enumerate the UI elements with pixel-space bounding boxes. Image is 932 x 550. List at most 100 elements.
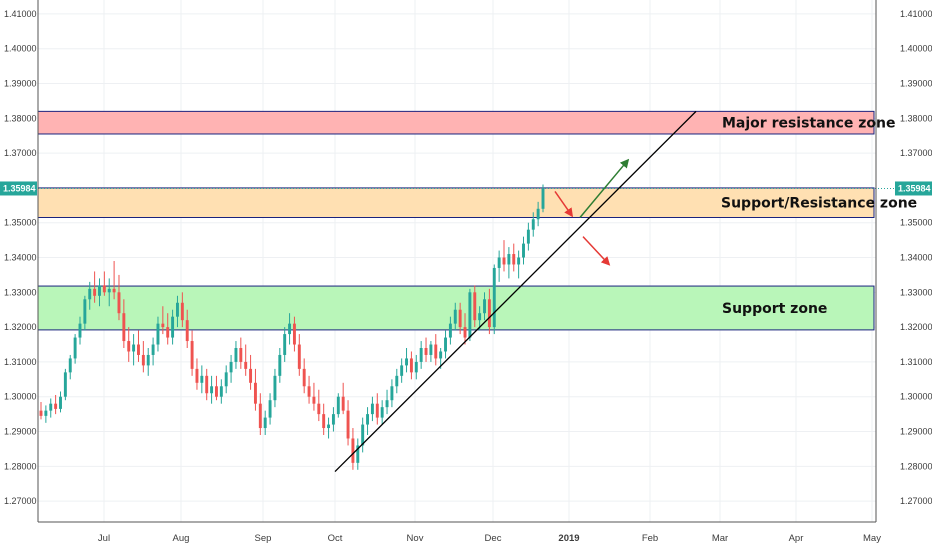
candle-body [214, 386, 218, 397]
candle-body [361, 424, 365, 446]
x-tick-label: Mar [712, 533, 728, 544]
candle-body [405, 358, 408, 366]
candle-body [229, 361, 233, 373]
candle-body [341, 396, 345, 411]
candle-body [107, 288, 111, 293]
candle-body [336, 396, 340, 415]
plot-area [38, 0, 876, 522]
candle-body [439, 351, 443, 359]
candle-body [146, 354, 150, 366]
candle-body [156, 323, 160, 345]
candle-body [249, 368, 253, 383]
candle-body [366, 414, 370, 425]
candle-body [132, 344, 136, 352]
candle-body [531, 219, 535, 230]
y-tick-label-left: 1.33000 [4, 287, 37, 297]
candle-body [54, 403, 58, 409]
x-tick-label: Dec [485, 533, 502, 544]
x-tick-label: Apr [789, 533, 804, 544]
last-price-label-right: 1.35984 [898, 183, 931, 193]
candle-body [112, 288, 116, 293]
candle-body [122, 313, 126, 342]
candle-body [375, 403, 379, 418]
candle-body [307, 386, 311, 397]
candle-body [502, 257, 506, 265]
candle-body [258, 403, 262, 429]
candle-body [166, 327, 170, 338]
y-tick-label-left: 1.32000 [4, 322, 37, 332]
zone-layer: Major resistance zone Support/Resistance … [37, 110, 917, 331]
candle-body [473, 292, 477, 321]
bearish-arrow-2[interactable] [582, 236, 611, 266]
y-tick-label-left: 1.31000 [4, 357, 37, 367]
x-tick-label: 2019 [558, 533, 579, 544]
candle-body [541, 188, 545, 209]
candle-body [278, 354, 282, 376]
candle-body [458, 309, 462, 328]
candlestick-series [39, 184, 545, 470]
candle-body [487, 299, 491, 328]
candle-body [44, 410, 48, 416]
x-tick-label: Nov [407, 533, 424, 544]
candle-body [297, 344, 301, 369]
x-tick-label: Oct [328, 533, 343, 544]
candle-body [195, 368, 199, 383]
bearish-arrow-1[interactable] [554, 190, 574, 218]
y-tick-label-left: 1.39000 [4, 79, 37, 89]
last-price-label-left: 1.35984 [3, 183, 36, 193]
y-tick-label-left: 1.37000 [4, 148, 37, 158]
candle-body [127, 341, 131, 352]
candle-body [253, 382, 257, 404]
candle-body [507, 254, 511, 265]
candle-body [483, 299, 486, 314]
zone-label-3: Support zone [722, 301, 827, 317]
candle-body [419, 348, 423, 362]
candle-body [137, 344, 140, 355]
candle-body [327, 424, 331, 429]
candle-body [283, 334, 287, 355]
candle-body [390, 386, 394, 401]
y-tick-label-left: 1.28000 [4, 461, 37, 471]
candle-body [346, 410, 350, 439]
y-tick-label-right: 1.34000 [900, 253, 932, 263]
candle-body [536, 208, 540, 220]
candle-body [317, 403, 321, 415]
candle-body [49, 403, 53, 411]
candle-body [517, 257, 521, 265]
candle-body [102, 285, 106, 293]
candle-body [351, 438, 355, 463]
y-tick-label-right: 1.28000 [900, 461, 932, 471]
x-tick-label: May [863, 533, 881, 544]
y-tick-label-right: 1.38000 [900, 113, 932, 123]
candle-body [312, 396, 316, 404]
candle-body [302, 368, 306, 387]
y-tick-label-right: 1.33000 [900, 287, 932, 297]
last-price-badge-left [0, 181, 37, 196]
candle-body [434, 344, 438, 359]
bullish-arrow[interactable] [579, 158, 630, 218]
candle-body [224, 372, 228, 387]
candle-body [263, 417, 267, 429]
candle-body [444, 337, 447, 352]
trendline[interactable] [334, 110, 697, 473]
y-tick-label-right: 1.35000 [900, 218, 932, 228]
candle-body [185, 320, 189, 342]
candle-body [448, 323, 452, 338]
candle-body [234, 348, 238, 362]
candle-body [385, 400, 389, 408]
candle-body [268, 400, 272, 418]
x-tick-label: Jul [98, 533, 110, 544]
candle-body [424, 348, 428, 355]
y-tick-label-right: 1.29000 [900, 427, 932, 437]
candle-body [273, 375, 277, 401]
candle-body [93, 288, 97, 296]
candle-body [512, 254, 516, 265]
candle-body [492, 267, 496, 328]
candle-body [59, 396, 62, 409]
y-tick-label-right: 1.40000 [900, 44, 932, 54]
candle-body [322, 414, 326, 429]
zone-box-2 [37, 187, 875, 218]
y-tick-label-left: 1.29000 [4, 427, 37, 437]
